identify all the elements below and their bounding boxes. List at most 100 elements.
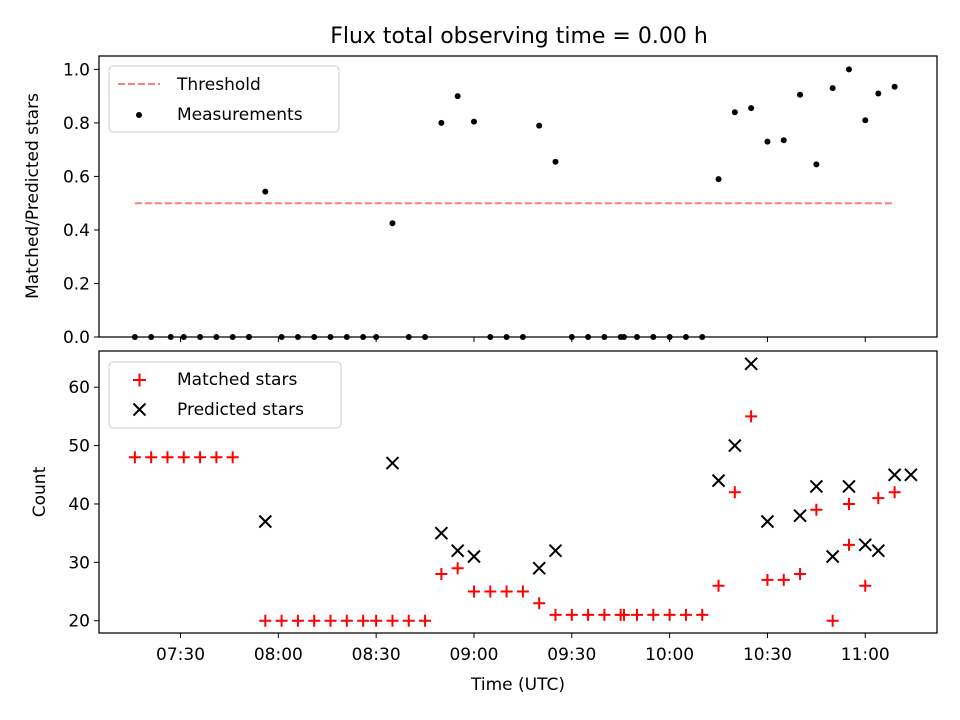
matched-stars-point <box>745 410 758 423</box>
ratio-legend: Threshold Measurements <box>108 65 340 133</box>
measurement-point <box>813 161 820 168</box>
matched-stars-point <box>500 585 513 598</box>
predicted-stars-point <box>887 468 902 482</box>
measurement-point <box>438 119 445 126</box>
predicted-stars-point <box>711 473 726 488</box>
time-x-axis-label: Time (UTC) <box>470 675 565 695</box>
matched-stars-point <box>291 614 304 627</box>
matched-stars-point <box>357 614 370 627</box>
measurement-point <box>731 109 738 116</box>
time-x-tick-label: 09:00 <box>449 645 498 665</box>
measurements-legend-label: Measurements <box>177 105 303 125</box>
matched-stars-point <box>210 451 223 464</box>
matched-stars-point <box>259 614 272 627</box>
predicted-stars-point <box>467 549 481 564</box>
measurement-point <box>797 91 804 98</box>
ratio-y-tick-label: 0.2 <box>63 274 90 294</box>
matched-stars-point <box>484 585 497 598</box>
threshold-legend-label: Threshold <box>176 75 261 95</box>
count-y-axis: 20 30 40 50 60 <box>68 378 99 632</box>
matched-stars-point <box>842 538 855 551</box>
count-y-tick-label: 50 <box>68 437 90 457</box>
measurement-point <box>845 66 852 73</box>
matched-stars-point <box>128 451 141 464</box>
measurement-point <box>748 105 755 112</box>
matched-stars-legend-label: Matched stars <box>177 370 297 390</box>
predicted-stars-point <box>809 479 824 494</box>
predicted-stars-point <box>548 543 563 558</box>
ratio-y-axis: 0.0 0.2 0.4 0.6 0.8 1.0 <box>63 60 99 348</box>
time-x-axis: 07:30 08:00 08:30 09:00 09:30 10:00 10:30 11:00 <box>156 633 890 665</box>
measurement-point <box>875 90 882 97</box>
predicted-stars-point <box>793 508 807 523</box>
matched-stars-point <box>872 492 885 505</box>
measurement-point <box>389 220 396 227</box>
time-x-tick-label: 10:30 <box>743 645 792 665</box>
count-y-tick-label: 40 <box>68 495 90 515</box>
matched-stars-point <box>663 608 676 621</box>
ratio-y-tick-label: 0.6 <box>63 167 90 187</box>
predicted-stars-point <box>434 526 449 540</box>
predicted-stars-point <box>532 561 546 575</box>
time-x-tick-label: 10:00 <box>645 645 694 665</box>
predicted-stars-point <box>258 514 273 529</box>
matched-stars-point <box>194 451 207 464</box>
matched-stars-point <box>826 614 839 627</box>
matched-stars-point <box>810 503 823 516</box>
matched-stars-point <box>842 497 855 510</box>
measurement-point <box>829 85 836 92</box>
matched-stars-point <box>516 585 529 598</box>
matched-stars-point <box>145 451 158 464</box>
predicted-stars-series <box>258 357 918 575</box>
matched-stars-point <box>582 608 595 621</box>
ratio-y-tick-label: 0.8 <box>63 114 90 134</box>
measurement-point <box>262 188 269 195</box>
time-x-tick-label: 09:30 <box>547 645 596 665</box>
measurement-point <box>536 122 543 129</box>
measurement-point <box>454 93 461 100</box>
matched-stars-point <box>728 486 741 499</box>
matched-stars-point <box>761 573 774 586</box>
matched-stars-point <box>370 614 383 627</box>
ratio-y-tick-label: 0.0 <box>63 328 90 348</box>
count-y-tick-label: 30 <box>68 553 90 573</box>
matched-stars-point <box>451 562 464 575</box>
time-x-tick-label: 07:30 <box>156 645 205 665</box>
predicted-stars-point <box>904 468 918 482</box>
predicted-stars-point <box>825 549 840 564</box>
ratio-panel: 0.0 0.2 0.4 0.6 0.8 1.0 Matched/Predicted sta… <box>23 55 938 348</box>
matched-stars-point <box>177 451 190 464</box>
measurement-point <box>862 117 869 124</box>
matched-stars-point <box>402 614 415 627</box>
measurement-point <box>891 83 898 90</box>
matched-stars-point <box>696 608 709 621</box>
predicted-stars-point <box>842 479 856 494</box>
predicted-stars-point <box>744 357 758 371</box>
matched-stars-point <box>565 608 578 621</box>
time-x-tick-label: 08:00 <box>254 645 303 665</box>
predicted-stars-point <box>385 456 400 470</box>
matched-stars-point <box>340 614 353 627</box>
ratio-legend-box <box>108 65 340 133</box>
count-legend: Matched stars Predicted stars <box>108 361 342 429</box>
matched-stars-point <box>888 486 901 499</box>
count-y-axis-label: Count <box>30 466 50 517</box>
count-y-tick-label: 20 <box>68 612 90 632</box>
measurement-point <box>470 118 477 125</box>
time-x-tick-label: 11:00 <box>841 645 890 665</box>
count-y-tick-label: 60 <box>68 378 90 398</box>
measurement-point <box>552 158 559 165</box>
measurement-point <box>780 137 787 144</box>
measurement-point <box>764 138 771 145</box>
matched-stars-point <box>631 608 644 621</box>
matched-stars-point <box>533 597 546 610</box>
matched-stars-point <box>859 579 872 592</box>
matched-stars-series <box>128 410 901 627</box>
predicted-stars-point <box>871 543 886 558</box>
ratio-y-axis-label: Matched/Predicted stars <box>23 93 43 299</box>
matched-stars-point <box>549 608 562 621</box>
matched-stars-point <box>324 614 337 627</box>
matched-stars-point <box>467 585 480 598</box>
predicted-stars-legend-label: Predicted stars <box>177 400 304 420</box>
